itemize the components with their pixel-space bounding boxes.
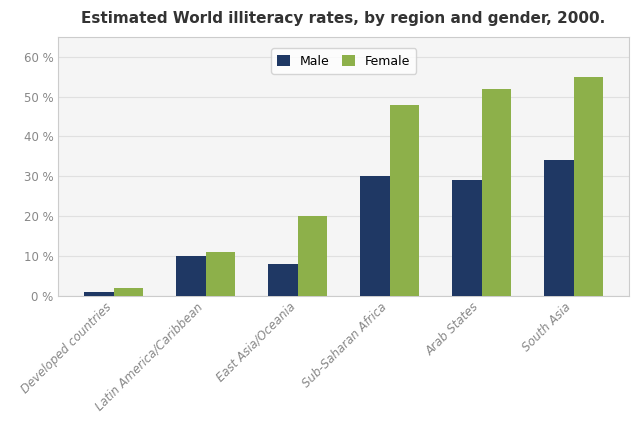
Bar: [390, 105, 419, 296]
Bar: [573, 77, 603, 296]
Bar: [268, 264, 298, 296]
Legend: Male, Female: Male, Female: [271, 48, 416, 74]
Bar: [205, 252, 235, 296]
Bar: [544, 160, 573, 296]
Bar: [114, 287, 143, 296]
Bar: [452, 180, 481, 296]
Bar: [298, 216, 327, 296]
Bar: [84, 292, 114, 296]
Bar: [481, 89, 511, 296]
Bar: [176, 256, 205, 296]
Bar: [360, 176, 390, 296]
Title: Estimated World illiteracy rates, by region and gender, 2000.: Estimated World illiteracy rates, by reg…: [81, 11, 605, 26]
